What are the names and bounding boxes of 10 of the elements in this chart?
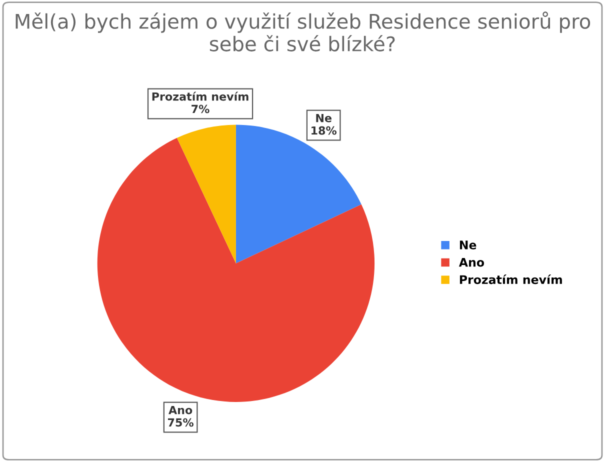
slice-label: Prozatím nevím [152,92,248,101]
legend-label: Prozatím nevím [460,274,562,284]
slice-label: Ne [316,114,332,122]
chart-title: Měl(a) bych zájem o využití služeb Residence seniorů pro sebe či své blízké? [16,12,590,52]
data-label: 7% [192,104,210,114]
legend-label: Ano [458,258,484,267]
legend-label: Ne [460,240,476,250]
data-label: 75% [168,418,194,427]
data-label: 18% [312,126,337,135]
slice-label: Ano [168,406,192,414]
